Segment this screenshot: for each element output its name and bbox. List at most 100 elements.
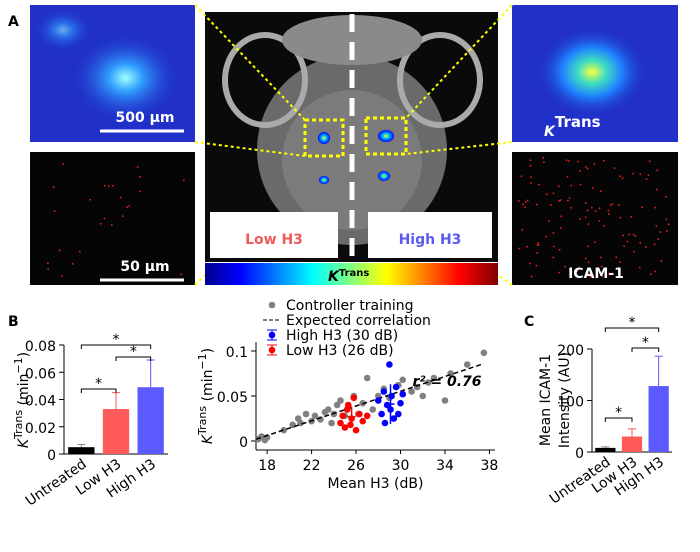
speck xyxy=(655,225,658,227)
point xyxy=(356,410,363,418)
y-tick-label: 0 xyxy=(575,446,584,462)
speck xyxy=(613,167,616,169)
speck xyxy=(121,215,124,217)
ktrans-label: KTrans xyxy=(544,113,601,140)
point xyxy=(359,417,367,425)
point xyxy=(380,388,388,395)
speck xyxy=(570,184,572,187)
speck xyxy=(626,240,629,243)
speck xyxy=(537,243,540,246)
point xyxy=(399,390,407,398)
speck xyxy=(585,257,587,260)
speck xyxy=(666,230,668,232)
significance-label: * xyxy=(629,315,636,331)
speck xyxy=(107,185,110,187)
legend-label: Expected correlation xyxy=(286,313,431,329)
point xyxy=(388,392,395,400)
point xyxy=(381,419,389,427)
text-part: K xyxy=(200,433,216,444)
speck xyxy=(634,235,637,237)
speck xyxy=(537,242,539,244)
speck xyxy=(588,273,590,275)
speck xyxy=(538,183,540,186)
speck xyxy=(579,183,582,186)
significance-bracket xyxy=(80,344,152,349)
speck xyxy=(568,197,571,199)
colorbar-label: KTrans xyxy=(328,268,369,286)
panel-a-images xyxy=(30,4,678,286)
speck xyxy=(529,165,532,167)
significance-bracket xyxy=(604,327,660,332)
speck xyxy=(552,192,555,195)
scale-label: 50 µm xyxy=(120,259,169,275)
speck xyxy=(657,238,659,240)
legend-label: Controller training xyxy=(286,298,414,314)
speck xyxy=(659,231,662,233)
speck xyxy=(103,217,106,220)
point xyxy=(328,419,335,427)
x-tick-label: 38 xyxy=(481,458,499,474)
point xyxy=(302,410,310,418)
speck xyxy=(639,241,641,244)
y-axis-label: KTrans (min−1) xyxy=(12,352,33,448)
point xyxy=(430,374,438,382)
text-part: ) xyxy=(200,348,216,353)
legend-marker xyxy=(267,344,277,356)
point xyxy=(337,419,344,427)
significance-bracket xyxy=(115,356,152,361)
speck xyxy=(518,200,520,202)
speck xyxy=(545,193,548,195)
x-tick-label: 26 xyxy=(347,458,365,474)
point xyxy=(324,406,332,413)
y-tick-label: 0.04 xyxy=(25,394,56,410)
panel-label: B xyxy=(8,314,19,330)
text-part: (min xyxy=(16,374,32,410)
speck xyxy=(559,227,562,229)
speck xyxy=(641,206,643,208)
speck xyxy=(520,175,523,178)
speck xyxy=(47,262,49,264)
bar xyxy=(621,436,643,452)
y-tick-label: 200 xyxy=(557,343,584,359)
speck xyxy=(630,216,633,218)
group-label: Low H3 xyxy=(245,232,303,248)
speck xyxy=(542,157,545,159)
text-part: K xyxy=(544,124,556,140)
point xyxy=(363,374,371,382)
speck xyxy=(58,249,61,252)
speck xyxy=(623,245,625,247)
speck xyxy=(587,223,590,225)
point xyxy=(339,412,347,420)
point xyxy=(311,412,319,420)
speck xyxy=(128,205,130,207)
point xyxy=(408,388,415,395)
speck xyxy=(587,261,590,264)
text-part: K xyxy=(16,437,32,448)
speck xyxy=(139,175,141,178)
speck xyxy=(594,241,596,243)
speck xyxy=(576,270,578,273)
speck xyxy=(553,245,555,248)
speck xyxy=(650,273,652,275)
speck xyxy=(530,275,533,278)
speck xyxy=(528,262,531,265)
significance-label: * xyxy=(113,332,120,348)
point xyxy=(333,401,341,409)
y-tick-label: 0 xyxy=(239,435,248,451)
point xyxy=(399,376,407,384)
significance-label: * xyxy=(95,376,102,392)
speck xyxy=(530,176,532,179)
speck xyxy=(564,265,566,268)
speck xyxy=(600,256,602,259)
significance-label: * xyxy=(130,344,137,360)
point xyxy=(463,361,471,368)
speck xyxy=(139,190,141,193)
significance-bracket xyxy=(80,388,117,393)
y-tick-label: 0.05 xyxy=(217,390,248,406)
speck xyxy=(111,224,113,226)
speck xyxy=(136,166,139,168)
legend-marker xyxy=(267,329,277,341)
text-part: Trans xyxy=(196,406,209,436)
speck xyxy=(557,185,560,187)
significance-label: * xyxy=(615,405,622,421)
